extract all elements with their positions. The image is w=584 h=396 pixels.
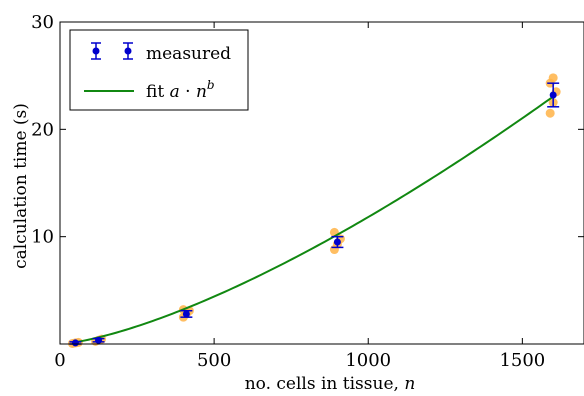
raw-sample-point	[546, 109, 555, 118]
x-axis-label: no. cells in tissue, n	[245, 374, 416, 394]
measured-point	[183, 310, 190, 317]
y-tick-label: 10	[31, 227, 54, 248]
raw-samples-layer	[68, 73, 561, 348]
measured-point	[550, 91, 557, 98]
x-tick-label: 1500	[499, 350, 545, 371]
y-tick-label: 20	[31, 119, 54, 140]
measured-point	[72, 339, 79, 346]
measured-point	[95, 337, 102, 344]
x-tick-label: 1000	[345, 350, 391, 371]
x-axis-label-var: n	[404, 374, 415, 394]
legend-measured-label: measured	[146, 44, 231, 64]
legend: measured fit a · nb	[70, 30, 248, 110]
measured-point	[334, 239, 341, 246]
x-tick-label: 0	[54, 350, 65, 371]
fit-line	[72, 97, 553, 343]
legend-point	[125, 48, 132, 55]
y-tick-label: 30	[31, 12, 54, 33]
measured-layer	[69, 83, 559, 346]
x-tick-label: 500	[197, 350, 231, 371]
legend-point	[93, 48, 100, 55]
y-axis-label: calculation time (s)	[11, 103, 31, 269]
raw-sample-point	[549, 73, 558, 82]
legend-fit-label: fit a · nb	[146, 78, 215, 102]
